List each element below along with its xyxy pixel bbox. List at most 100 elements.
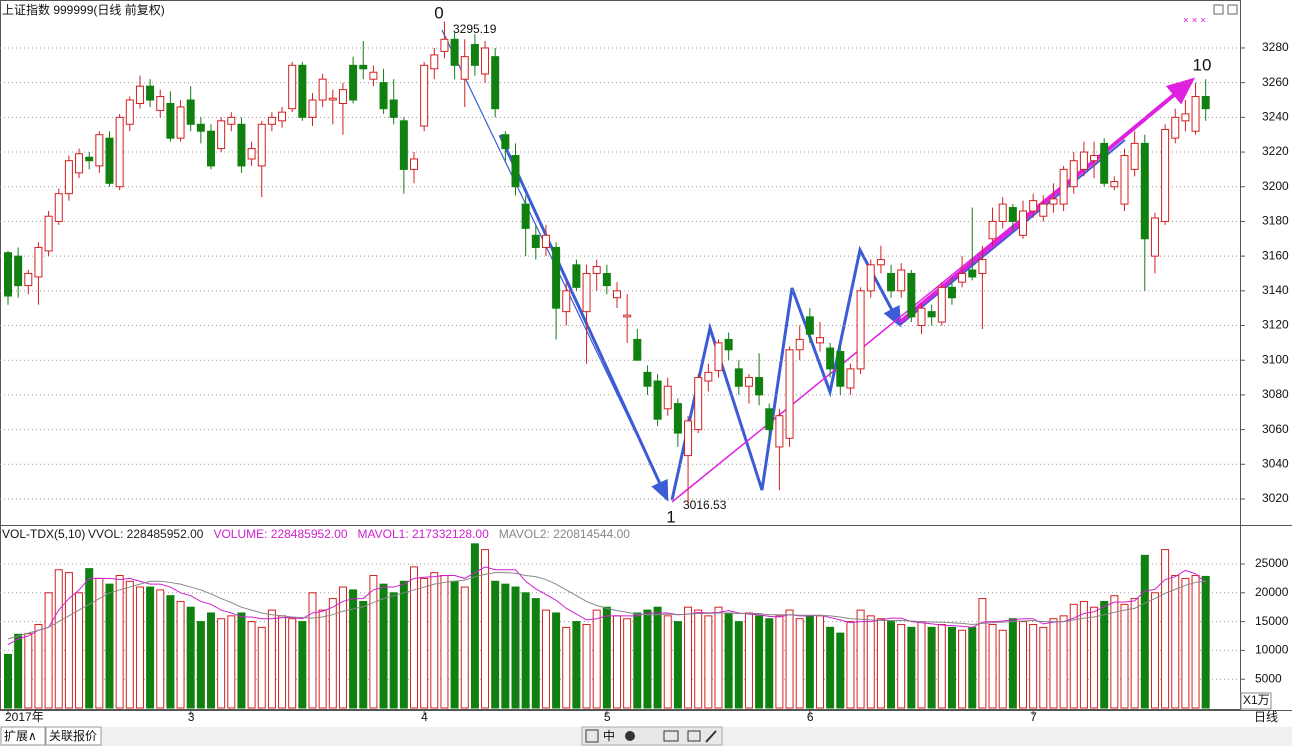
volume-bar [24,633,33,709]
candle-body [633,338,642,361]
y-tick-label: 3080 [1262,387,1289,401]
y-tick-label: 5000 [1255,671,1282,685]
tab-label[interactable]: 关联报价 [49,728,97,743]
volume-bar [1201,575,1210,709]
candle-body [876,259,885,266]
volume-bar [927,626,936,709]
toolbar-icon[interactable] [625,731,635,741]
candle-body [450,38,459,66]
candle-body [663,385,672,410]
y-tick-label: 3280 [1262,40,1289,54]
candle-body [125,99,134,125]
toolbar-text[interactable]: 中 [603,728,615,743]
candle-body [54,193,63,222]
volume-bar [694,609,703,709]
candle-body [1140,142,1149,240]
volume-bar [1049,618,1058,709]
y-tick-label: 3020 [1262,491,1289,505]
volume-bar [856,609,865,709]
volume-bar [572,621,581,709]
candle-body [765,408,774,431]
candle-body [836,351,845,387]
candle-body [816,337,824,344]
x-tick-label: 2017年 [5,710,44,724]
volume-bar [1100,600,1109,709]
restore-button[interactable] [1213,4,1224,15]
candle-body [1019,210,1027,236]
candle-body [95,134,104,167]
volume-bar [765,618,774,709]
toolbar-icon[interactable] [687,730,701,742]
volume-bar [724,612,733,709]
volume-bar [420,577,429,709]
volume-bar [105,583,114,709]
volume-bar [359,600,368,709]
volume-bar [369,575,378,709]
candle-body [379,82,388,110]
volume-bar [338,586,347,709]
volume-bar [237,612,246,709]
x-tick-label: 7 [1030,710,1037,724]
high-label: 3295.19 [453,22,497,36]
volume-bar [937,623,946,709]
volume-bar [470,543,479,709]
volume-bar [1150,592,1159,709]
wave-label: 0 [434,3,443,22]
candle-body [562,290,571,313]
candle-body [694,377,703,431]
candle-body [135,85,144,104]
volume-bar [836,632,845,709]
volume-bar [1181,577,1190,709]
volume-bar [135,586,144,709]
tab[interactable] [0,726,46,746]
candle-body [704,371,713,382]
toolbar-icon[interactable] [705,730,717,743]
candle-body [623,314,632,318]
candle-body [1150,217,1159,257]
volume-bar [907,626,916,709]
candle-body [1191,96,1200,132]
candle-body [440,38,449,52]
x-tick-label: 5 [604,710,611,724]
candle-body [592,266,601,274]
y-tick-label: 3200 [1262,179,1289,193]
volume-bar [917,621,926,709]
volume-bar [978,598,987,709]
volume-bar [1069,603,1078,709]
volume-bar [968,626,977,709]
toolbar-icon[interactable] [663,730,679,742]
volume-bar [592,609,601,709]
volume-bar [85,568,94,709]
close-button[interactable] [1227,4,1238,15]
candle-body [826,347,835,370]
candle-body [1181,113,1190,122]
toolbar-icon[interactable] [585,729,599,743]
volume-bar [744,612,753,709]
volume-bar [501,583,510,709]
volume-bar [613,615,621,709]
candle-body [399,120,408,170]
candle-body [196,123,205,132]
candle-body [267,116,276,125]
tab-label[interactable]: 扩展∧ [4,729,37,743]
candle-body [856,290,865,370]
candle-body [755,377,764,396]
candle-body [744,377,753,387]
y-tick-label: 3180 [1262,214,1289,228]
candle-body [521,203,530,229]
candle-body [24,272,33,287]
volume-bar [1110,595,1119,709]
tab[interactable] [45,726,102,746]
volume-bar [1191,575,1200,709]
volume-bar [816,615,824,709]
candle-body [14,255,23,287]
candle-body [328,97,337,101]
candle-body [420,64,429,127]
candle-body [887,272,896,292]
candle-body [217,120,226,150]
volume-bar [54,569,63,709]
trend-arrow [898,77,1196,324]
y-tick-label: 25000 [1255,556,1289,570]
volume-title: VOL-TDX(5,10) [2,527,85,541]
